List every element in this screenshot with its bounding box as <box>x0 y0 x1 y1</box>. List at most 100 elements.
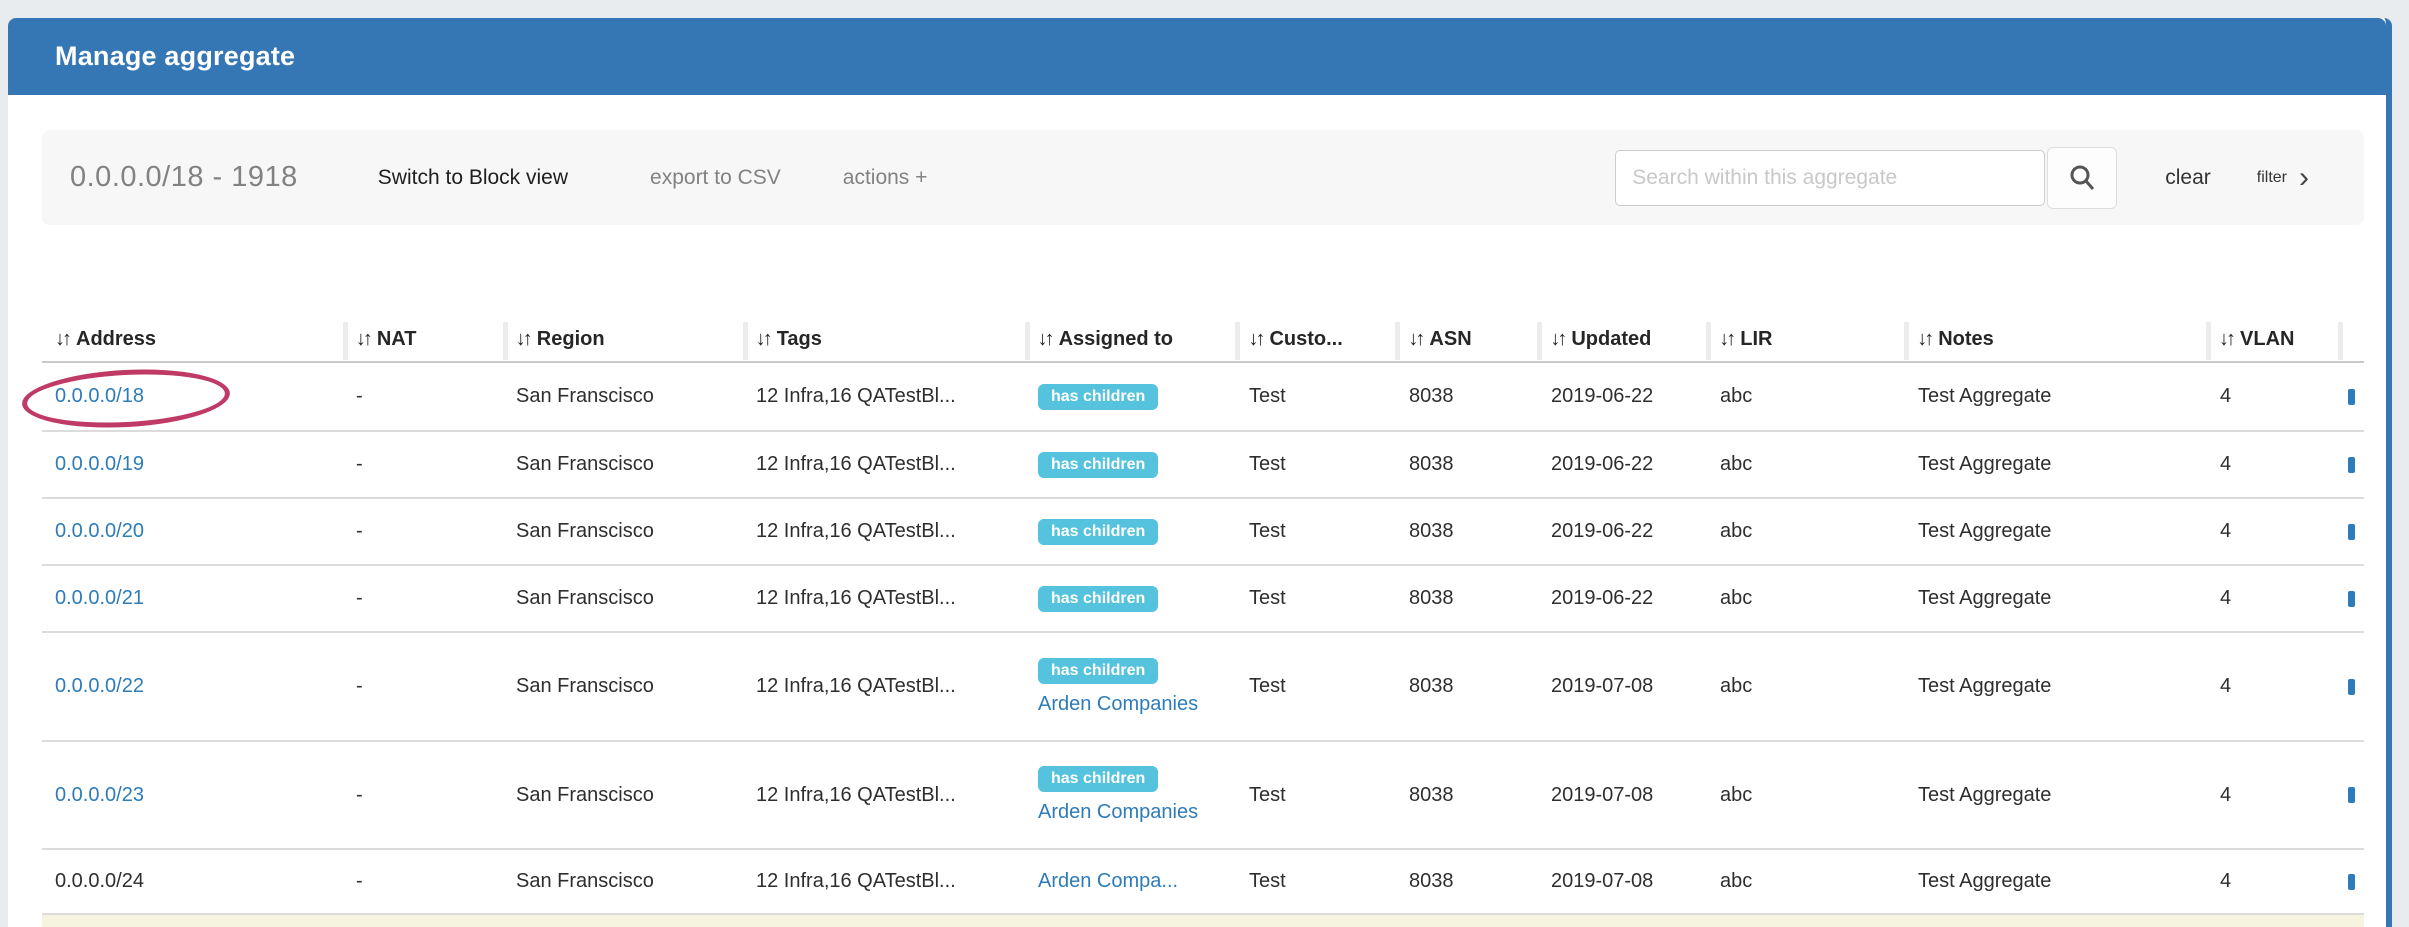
table-row: 0.0.0.0/23 - San Franscisco 12 Infra,16 QAT… <box>42 742 2364 850</box>
column-header-label: Region <box>536 328 605 350</box>
column-header-nat[interactable]: ↓↑ NAT <box>342 318 503 361</box>
address-link[interactable]: 0.0.0.0/21 <box>55 587 144 609</box>
cell-nat: - <box>356 870 363 892</box>
cell-tags: 12 Infra,16 QATestBl... <box>756 520 956 542</box>
column-header-asn[interactable]: ↓↑ ASN <box>1395 318 1537 361</box>
column-header-assigned-to[interactable]: ↓↑ Assigned to <box>1024 318 1236 361</box>
cell-vlan: 4 <box>2220 870 2232 892</box>
table-row: 0.0.0.0/24 - San Franscisco 12 Infra,16 QAT… <box>42 850 2364 915</box>
sort-icon: ↓↑ <box>1037 328 1055 350</box>
column-header-address[interactable]: ↓↑ Address <box>42 318 343 361</box>
column-header-label: VLAN <box>2240 328 2295 350</box>
cell-asn: 8038 <box>1409 453 1454 475</box>
cell-lir: abc <box>1720 587 1753 609</box>
cell-region: San Franscisco <box>516 587 654 609</box>
address-link[interactable]: 0.0.0.0/20 <box>55 520 144 542</box>
table-row: 0.0.0.0/19 - San Franscisco 12 Infra,16 QAT… <box>42 432 2364 499</box>
sort-icon: ↓↑ <box>1917 328 1934 350</box>
manage-aggregate-panel: Manage aggregate 0.0.0.0/18 - 1918 Switc… <box>8 18 2392 927</box>
address-link[interactable]: 0.0.0.0/23 <box>55 783 144 806</box>
cell-customer: Test <box>1249 870 1286 892</box>
switch-to-block-view-link[interactable]: Switch to Block view <box>377 165 569 189</box>
cell-address: 0.0.0.0/22 <box>42 633 343 740</box>
search-input[interactable] <box>1615 149 2046 206</box>
cell-asn: 8038 <box>1409 587 1454 609</box>
assigned-to-link[interactable]: Arden Compa... <box>1038 870 1179 892</box>
column-header-lir[interactable]: ↓↑ LIR <box>1706 318 1904 361</box>
cell-nat: - <box>356 675 363 697</box>
sort-icon: ↓↑ <box>2219 328 2236 350</box>
address-text: 0.0.0.0/24 <box>55 870 144 892</box>
cell-tags: 12 Infra,16 QATestBl... <box>756 453 956 475</box>
cell-customer: Test <box>1249 520 1286 542</box>
cell-asn: 8038 <box>1409 675 1454 697</box>
export-to-csv-button[interactable]: export to CSV <box>650 165 781 189</box>
cell-asn: 8038 <box>1409 520 1454 542</box>
cell-region: San Franscisco <box>516 453 654 475</box>
cell-tags: 12 Infra,16 QATestBl... <box>756 870 956 892</box>
search-icon <box>2070 165 2095 190</box>
clear-button[interactable]: clear <box>2165 165 2211 189</box>
address-link[interactable]: 0.0.0.0/22 <box>55 675 144 697</box>
cell-notes: Test Aggregate <box>1918 675 2052 697</box>
table-row: 0.0.0.0/22 - San Franscisco 12 Infra,16 QAT… <box>42 633 2364 742</box>
cell-lir: abc <box>1720 453 1753 475</box>
cell-updated: 2019-07-08 <box>1551 783 1654 806</box>
sort-icon: ↓↑ <box>515 328 533 350</box>
page-title: Manage aggregate <box>55 41 296 71</box>
truncated-link-fragment <box>2348 787 2355 803</box>
filter-button[interactable]: filter › <box>2256 160 2309 194</box>
cell-vlan: 4 <box>2220 587 2232 609</box>
cell-vlan: 4 <box>2220 385 2232 407</box>
cell-region: San Franscisco <box>516 520 654 542</box>
assigned-to-link[interactable]: Arden Companies <box>1038 801 1199 823</box>
column-separator <box>1537 322 1543 360</box>
assigned-to-link[interactable]: Arden Companies <box>1038 692 1199 715</box>
cell-nat: - <box>356 587 363 609</box>
column-header-label: Tags <box>776 328 822 350</box>
column-separator <box>2206 322 2212 360</box>
actions-menu-button[interactable]: actions + <box>842 165 928 189</box>
sort-icon: ↓↑ <box>1248 328 1265 350</box>
cell-assigned-to: has children <box>1025 432 1236 497</box>
has-children-badge: has children <box>1038 518 1159 545</box>
has-children-badge: has children <box>1038 383 1159 410</box>
search-button[interactable] <box>2047 146 2118 209</box>
cell-address: 0.0.0.0/18 <box>42 363 343 430</box>
cell-region: San Franscisco <box>516 385 654 407</box>
cell-tags: 12 Infra,16 QATestBl... <box>756 675 956 697</box>
column-header-region[interactable]: ↓↑ Region <box>502 318 743 361</box>
column-header-label: Notes <box>1938 328 1994 350</box>
has-children-badge: has children <box>1038 657 1159 684</box>
chevron-right-icon: › <box>2299 160 2309 194</box>
address-link[interactable]: 0.0.0.0/18 <box>55 385 144 407</box>
cell-nat: - <box>356 453 363 475</box>
column-header-vlan[interactable]: ↓↑ VLAN <box>2206 318 2338 361</box>
cell-assigned-to: Arden Compa... <box>1025 850 1236 913</box>
highlighted-row-partial <box>42 915 2364 927</box>
column-separator <box>342 322 348 360</box>
column-header-label: ASN <box>1429 328 1472 350</box>
column-header-custo[interactable]: ↓↑ Custo... <box>1235 318 1395 361</box>
cell-customer: Test <box>1249 675 1286 697</box>
cell-address: 0.0.0.0/20 <box>42 499 343 564</box>
truncated-link-fragment <box>2348 523 2355 540</box>
column-header-tags[interactable]: ↓↑ Tags <box>742 318 1025 361</box>
column-separator <box>742 322 748 360</box>
cell-assigned-to: has children <box>1025 363 1236 430</box>
column-header-notes[interactable]: ↓↑ Notes <box>1904 318 2206 361</box>
has-children-badge: has children <box>1038 451 1159 478</box>
truncated-link-fragment <box>2348 678 2355 695</box>
cell-updated: 2019-06-22 <box>1551 520 1654 542</box>
filter-label: filter <box>2256 168 2287 186</box>
cell-asn: 8038 <box>1409 870 1454 892</box>
cell-vlan: 4 <box>2220 520 2232 542</box>
cell-asn: 8038 <box>1409 783 1454 806</box>
table-body: 0.0.0.0/18 - San Franscisco 12 Infra,16 QAT… <box>42 363 2364 915</box>
column-header-updated[interactable]: ↓↑ Updated <box>1537 318 1706 361</box>
aggregate-label: 0.0.0.0/18 - 1918 <box>70 161 298 193</box>
address-link[interactable]: 0.0.0.0/19 <box>55 453 144 475</box>
cell-customer: Test <box>1249 587 1286 609</box>
has-children-badge: has children <box>1038 766 1159 792</box>
table-row: 0.0.0.0/18 - San Franscisco 12 Infra,16 QAT… <box>42 363 2364 432</box>
